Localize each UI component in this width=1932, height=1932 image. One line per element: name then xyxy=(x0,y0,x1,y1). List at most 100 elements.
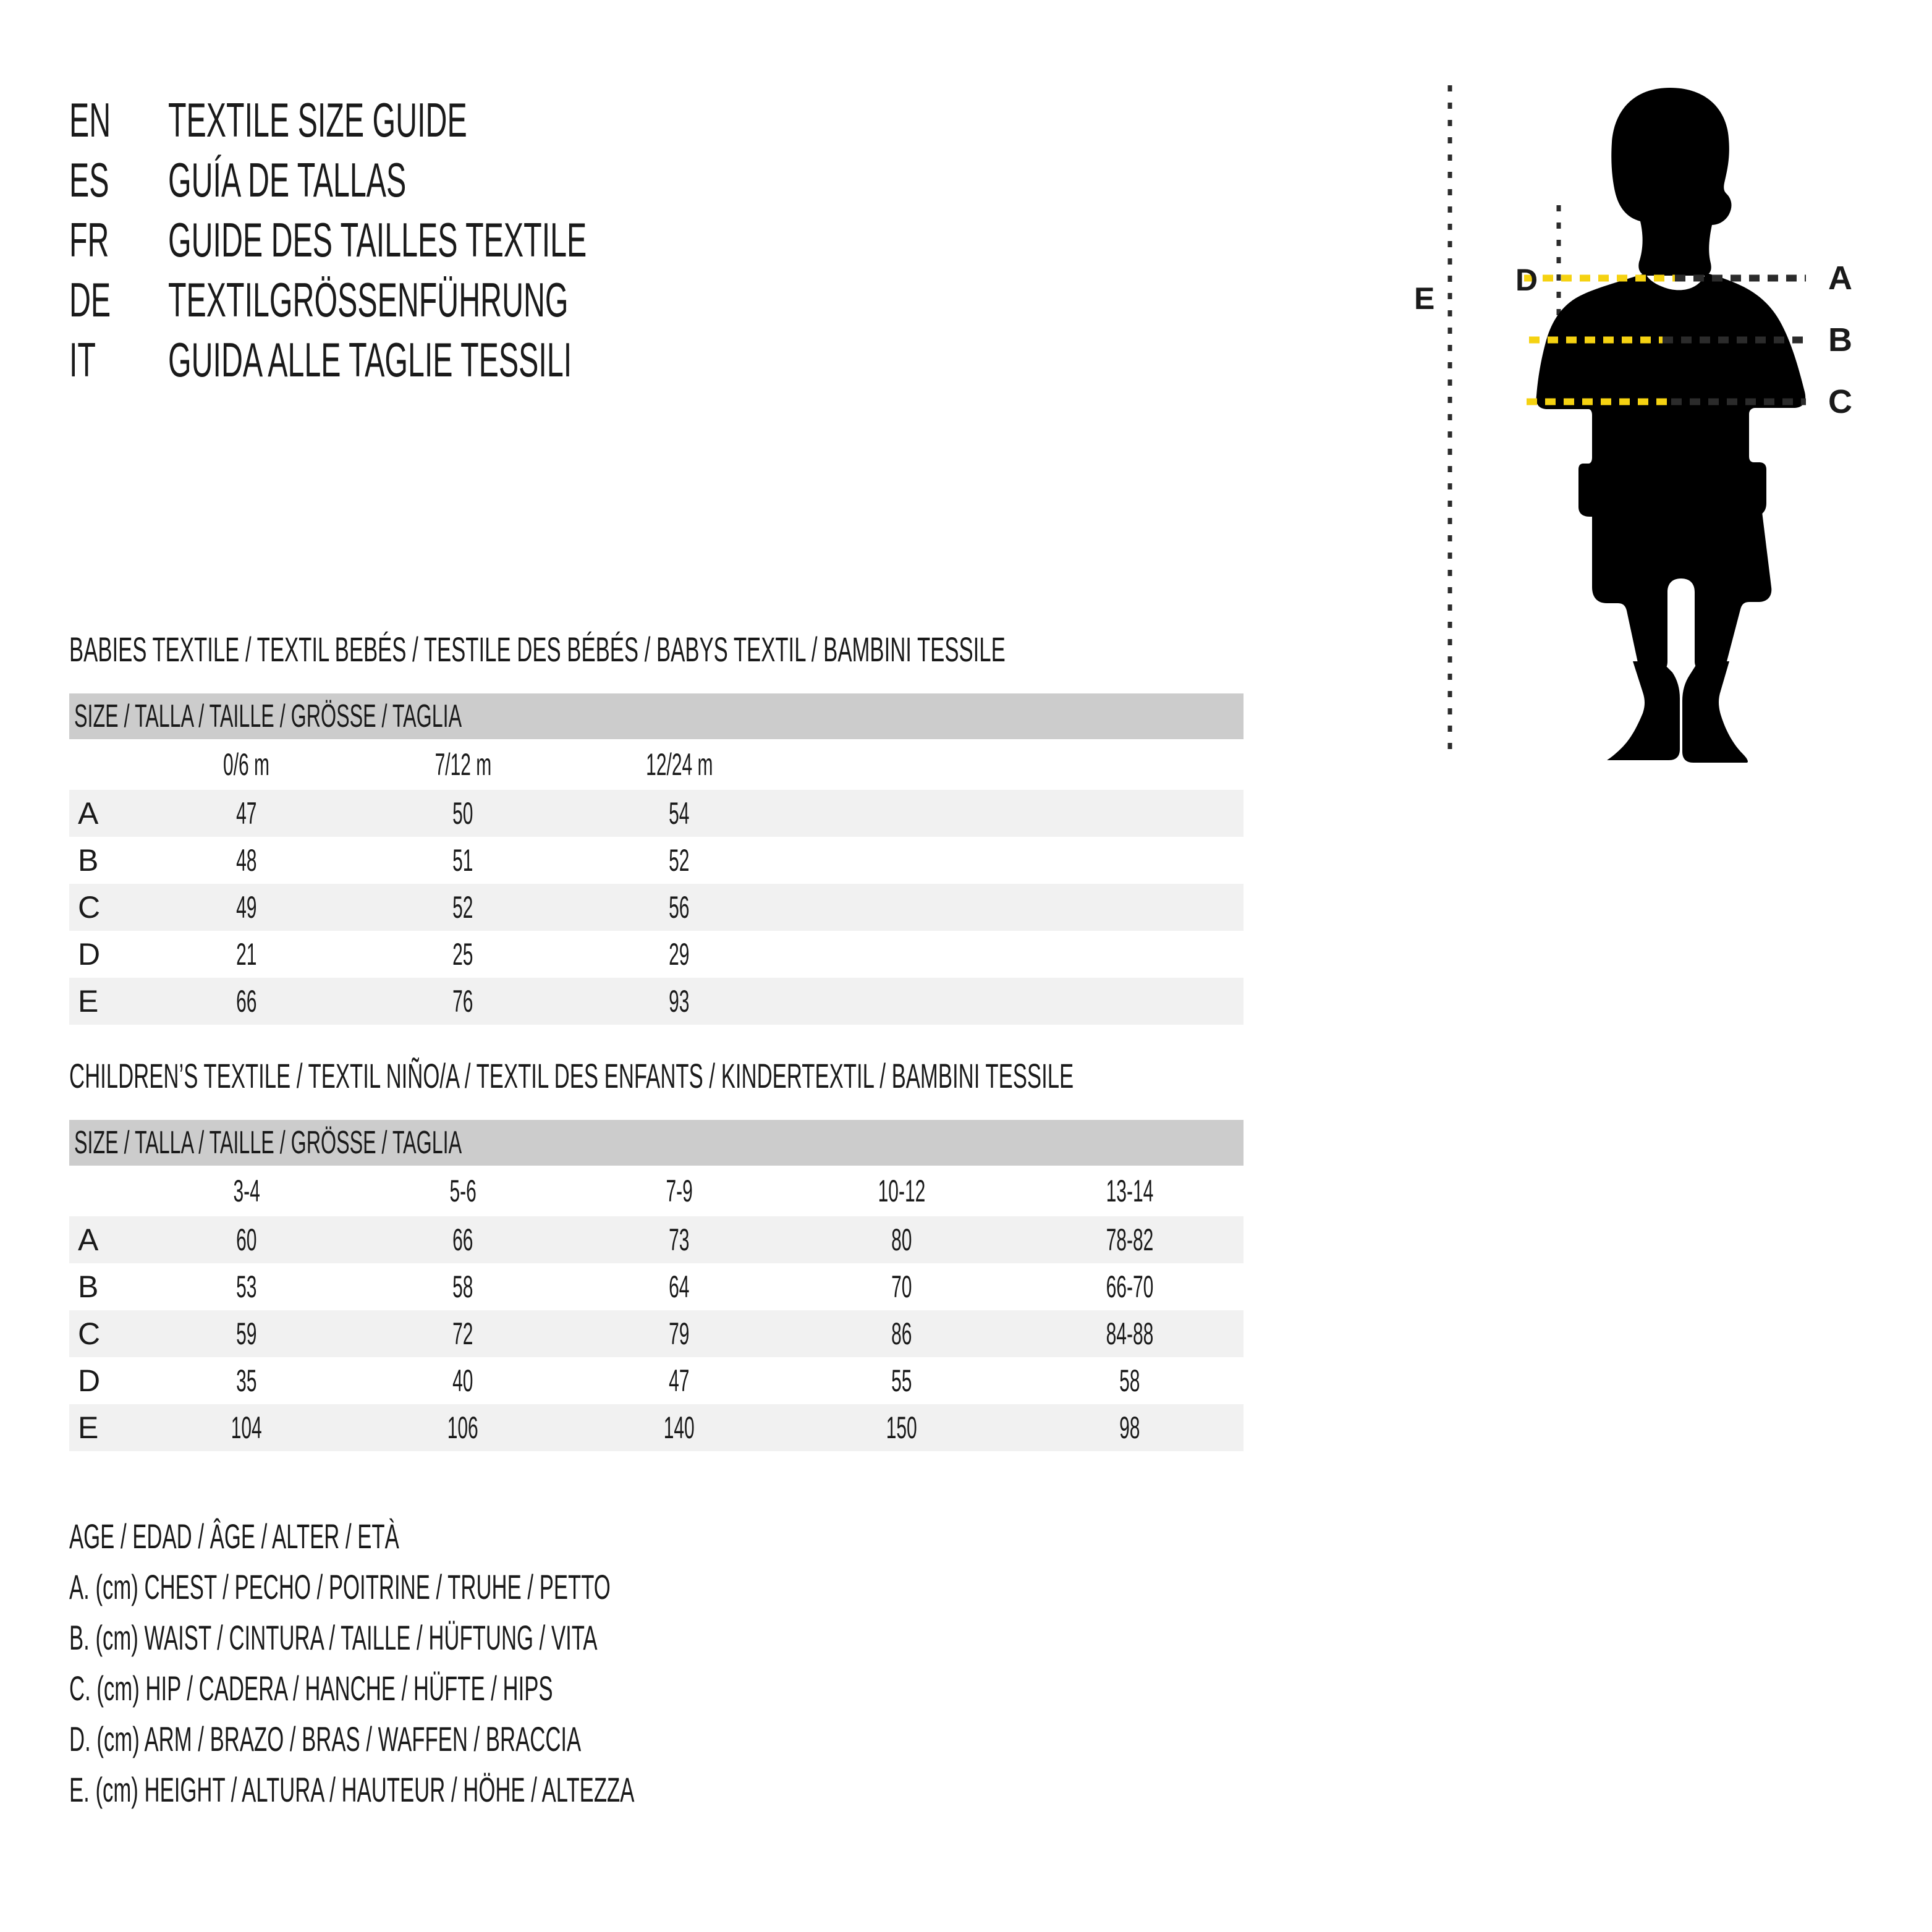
babies-table-band-row: SIZE / TALLA / TAILLE / GRÖSSE / TAGLIA xyxy=(69,693,1244,739)
language-title-en: TEXTILE SIZE GUIDE xyxy=(168,93,467,147)
children-section-title: CHILDREN’S TEXTILE / TEXTIL NIÑO/A / TEX… xyxy=(69,1056,1074,1095)
children-cell: 98 xyxy=(1015,1404,1244,1451)
children-corner-cell xyxy=(69,1166,138,1216)
babies-cell-empty xyxy=(787,978,1244,1025)
children-row-label-b: B xyxy=(78,1269,99,1304)
legend-line-e-height: E. (cm) HEIGHT / ALTURA / HAUTEUR / HÖHE… xyxy=(69,1770,635,1809)
figure-label-d: D xyxy=(1515,263,1538,297)
babies-cell: 54 xyxy=(571,790,787,837)
children-cell: 72 xyxy=(355,1310,571,1357)
children-section: CHILDREN’S TEXTILE / TEXTIL NIÑO/A / TEX… xyxy=(69,1057,1689,1451)
babies-cell: 25 xyxy=(452,937,473,972)
language-row: ES GUÍA DE TALLAS xyxy=(69,153,996,213)
babies-row-label-d: D xyxy=(78,937,101,972)
figure-label-e: E xyxy=(1414,281,1434,316)
babies-cell-empty xyxy=(787,790,1244,837)
children-cell: 58 xyxy=(452,1269,473,1304)
children-cell: 40 xyxy=(452,1363,473,1398)
children-cell: 70 xyxy=(891,1269,912,1304)
children-cell: 35 xyxy=(236,1363,257,1398)
table-row: D 35 40 47 55 58 xyxy=(69,1357,1244,1404)
table-row: B 53 58 64 70 66-70 xyxy=(69,1263,1244,1310)
children-cell: 58 xyxy=(1119,1363,1140,1398)
babies-col-header-2: 12/24 m xyxy=(645,747,713,782)
children-cell: 78-82 xyxy=(1015,1216,1244,1263)
children-cell: 150 xyxy=(787,1404,1015,1451)
language-code-en: EN xyxy=(69,93,111,147)
babies-row-label-c: C xyxy=(69,884,138,931)
children-cell: 79 xyxy=(571,1310,787,1357)
children-col-header-3: 10-12 xyxy=(878,1174,925,1208)
babies-cell: 52 xyxy=(355,884,571,931)
children-col-header-4: 13-14 xyxy=(1106,1174,1153,1208)
babies-corner-cell xyxy=(69,739,138,790)
children-table-band-row: SIZE / TALLA / TAILLE / GRÖSSE / TAGLIA xyxy=(69,1120,1244,1166)
babies-cell: 47 xyxy=(138,790,355,837)
children-row-label-e: E xyxy=(69,1404,138,1451)
language-header-block: EN TEXTILE SIZE GUIDE ES GUÍA DE TALLAS … xyxy=(69,93,996,392)
language-code-es: ES xyxy=(69,153,109,207)
table-row: C 59 72 79 86 84-88 xyxy=(69,1310,1244,1357)
language-title-es: GUÍA DE TALLAS xyxy=(168,153,407,207)
measurement-legend: AGE / EDAD / ÂGE / ALTER / ETÀ A. (cm) C… xyxy=(69,1517,1305,1821)
babies-section: BABIES TEXTILE / TEXTIL BEBÉS / TESTILE … xyxy=(69,630,1579,1025)
babies-cell: 51 xyxy=(452,843,473,878)
babies-column-header-row: 0/6 m 7/12 m 12/24 m xyxy=(69,739,1244,790)
babies-cell-empty xyxy=(787,837,1244,884)
children-cell: 47 xyxy=(669,1363,690,1398)
babies-cell: 52 xyxy=(669,843,690,878)
legend-line-c-hip: C. (cm) HIP / CADERA / HANCHE / HÜFTE / … xyxy=(69,1669,553,1708)
language-title-fr: GUIDE DES TAILLES TEXTILE xyxy=(168,213,587,267)
children-band-label: SIZE / TALLA / TAILLE / GRÖSSE / TAGLIA xyxy=(69,1120,1244,1166)
language-title-it: GUIDA ALLE TAGLIE TESSILI xyxy=(168,333,572,387)
children-size-table: SIZE / TALLA / TAILLE / GRÖSSE / TAGLIA … xyxy=(69,1120,1244,1451)
babies-row-label-b: B xyxy=(78,843,99,878)
table-row: D 21 25 29 xyxy=(69,931,1244,978)
babies-cell: 93 xyxy=(571,978,787,1025)
babies-cell-empty xyxy=(787,884,1244,931)
children-col-header-2: 7-9 xyxy=(666,1174,693,1208)
children-cell: 64 xyxy=(669,1269,690,1304)
table-row: A 47 50 54 xyxy=(69,790,1244,837)
babies-row-label-e: E xyxy=(69,978,138,1025)
babies-cell: 48 xyxy=(236,843,257,878)
legend-line-a-chest: A. (cm) CHEST / PECHO / POITRINE / TRUHE… xyxy=(69,1567,611,1606)
babies-cell: 76 xyxy=(355,978,571,1025)
babies-cell: 56 xyxy=(571,884,787,931)
children-cell: 80 xyxy=(787,1216,1015,1263)
children-cell: 140 xyxy=(571,1404,787,1451)
babies-cell: 50 xyxy=(355,790,571,837)
language-code-it: IT xyxy=(69,333,96,387)
language-row: DE TEXTILGRÖSSENFÜHRUNG xyxy=(69,273,996,333)
children-row-label-a: A xyxy=(69,1216,138,1263)
measurement-figure: A B C D E xyxy=(1403,74,1897,766)
children-row-label-d: D xyxy=(78,1363,101,1398)
babies-cell: 21 xyxy=(236,937,257,972)
babies-col-header-1: 7/12 m xyxy=(434,747,491,782)
table-row: E 66 76 93 xyxy=(69,978,1244,1025)
figure-label-b: B xyxy=(1828,321,1852,358)
legend-line-d-arm: D. (cm) ARM / BRAZO / BRAS / WAFFEN / BR… xyxy=(69,1719,582,1758)
children-cell: 53 xyxy=(236,1269,257,1304)
table-row: B 48 51 52 xyxy=(69,837,1244,884)
child-silhouette-icon xyxy=(1536,88,1806,763)
babies-cell: 49 xyxy=(138,884,355,931)
children-cell: 106 xyxy=(355,1404,571,1451)
children-cell: 66 xyxy=(355,1216,571,1263)
babies-cell: 66 xyxy=(138,978,355,1025)
figure-label-c: C xyxy=(1828,383,1852,420)
children-col-header-0: 3-4 xyxy=(233,1174,260,1208)
language-code-de: DE xyxy=(69,273,111,327)
figure-label-a: A xyxy=(1828,260,1852,297)
babies-section-title: BABIES TEXTILE / TEXTIL BEBÉS / TESTILE … xyxy=(69,630,1006,669)
language-row: EN TEXTILE SIZE GUIDE xyxy=(69,93,996,153)
children-cell: 59 xyxy=(138,1310,355,1357)
language-row: FR GUIDE DES TAILLES TEXTILE xyxy=(69,213,996,273)
babies-band-label: SIZE / TALLA / TAILLE / GRÖSSE / TAGLIA xyxy=(69,693,1244,739)
table-row: E 104 106 140 150 98 xyxy=(69,1404,1244,1451)
children-row-label-c: C xyxy=(69,1310,138,1357)
children-column-header-row: 3-4 5-6 7-9 10-12 13-14 xyxy=(69,1166,1244,1216)
children-cell: 55 xyxy=(891,1363,912,1398)
table-row: C 49 52 56 xyxy=(69,884,1244,931)
children-cell: 60 xyxy=(138,1216,355,1263)
